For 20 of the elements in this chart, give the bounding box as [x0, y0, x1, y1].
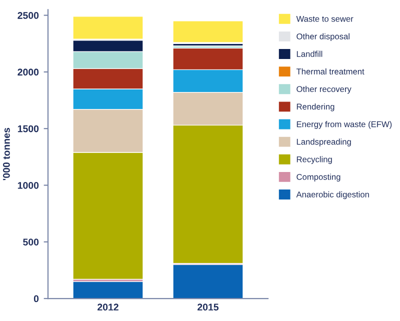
legend-label: Thermal treatment: [296, 68, 364, 74]
legend-label: Recycling: [296, 156, 332, 164]
legend-label: Landspreading: [296, 138, 351, 146]
y-axis-title: '000 tonnes: [2, 128, 10, 180]
x-tick-label: 2012: [98, 304, 118, 311]
y-tick-label: 2000: [18, 68, 39, 76]
y-tick-label: 1000: [18, 182, 39, 189]
legend-label: Other recovery: [296, 86, 352, 94]
y-tick-label: 500: [23, 238, 39, 246]
legend-label: Anaerobic digestion: [296, 191, 369, 200]
legend-label: Waste to sewer: [296, 16, 354, 22]
legend-label: Landfill: [296, 50, 322, 57]
legend-label: Composting: [296, 174, 340, 182]
legend-label: Energy from waste (EFW): [296, 121, 392, 129]
y-tick-label: 0: [34, 295, 39, 302]
y-tick-label: 1500: [18, 125, 39, 132]
x-tick-label: 2015: [198, 304, 219, 311]
legend-label: Rendering: [296, 103, 334, 112]
y-tick-label: 2500: [18, 12, 39, 19]
legend-label: Other disposal: [296, 33, 350, 42]
